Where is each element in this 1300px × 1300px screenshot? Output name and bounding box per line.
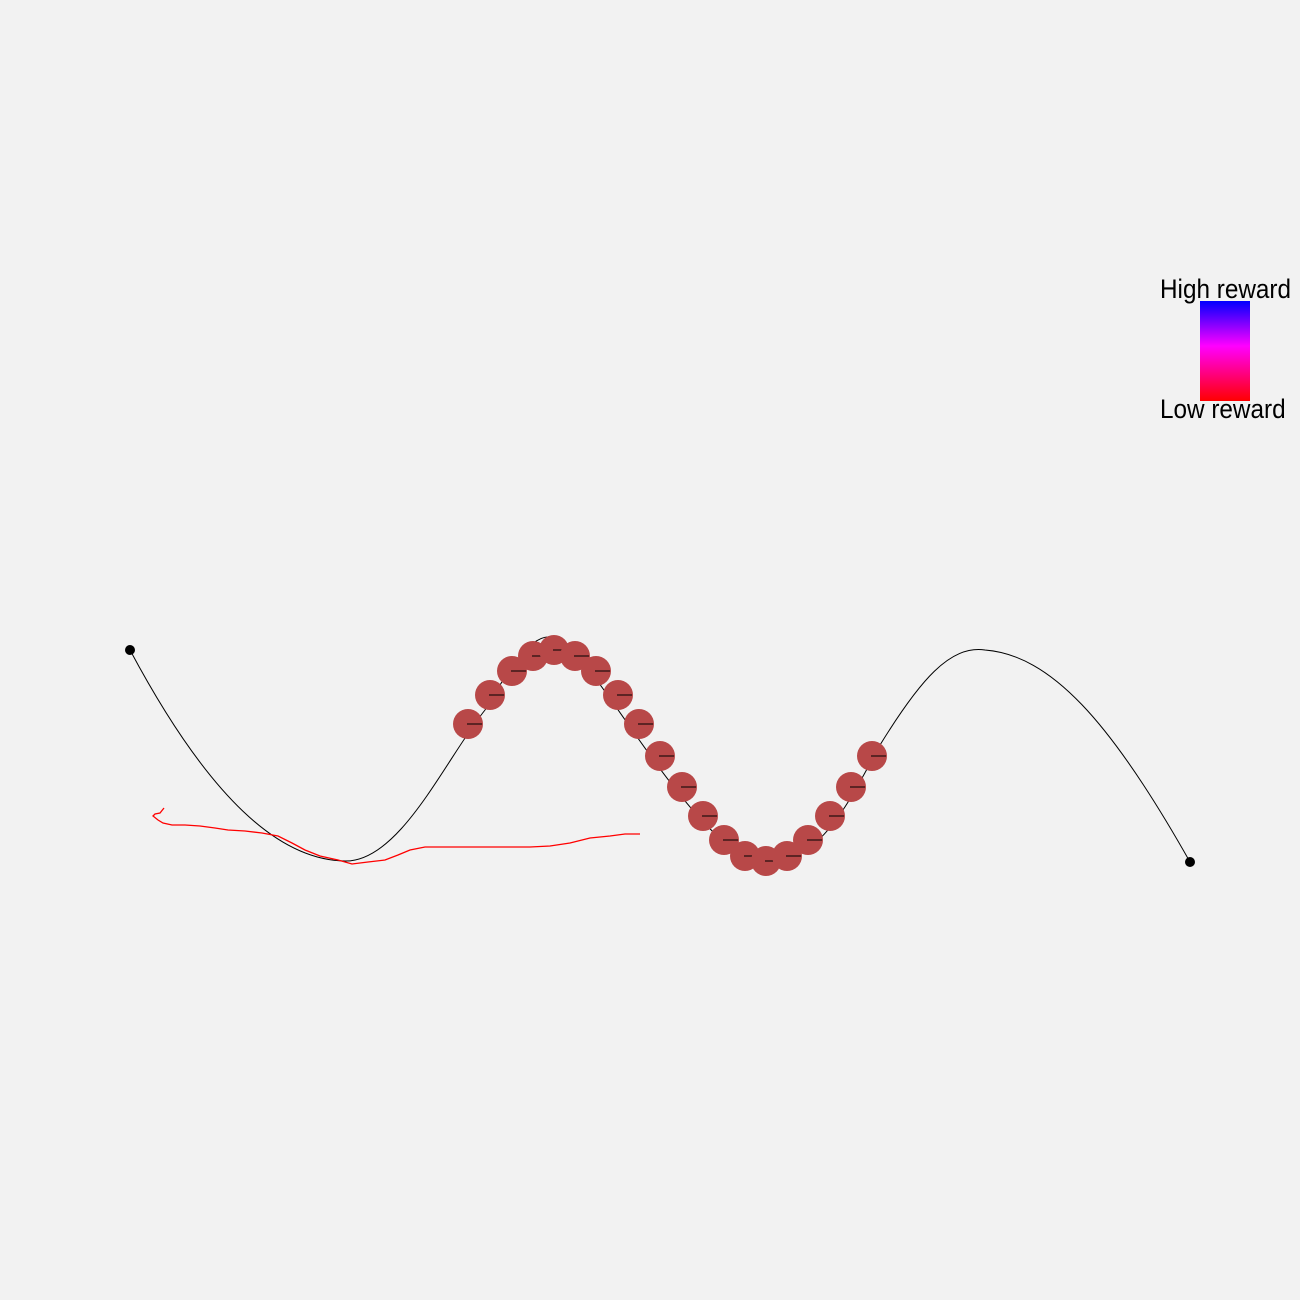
legend-high-label: High reward <box>1160 274 1292 304</box>
start-endpoint-marker <box>125 645 135 655</box>
legend-gradient-bar <box>1200 301 1250 401</box>
track-curve <box>129 636 1191 863</box>
legend-low-label: Low reward <box>1160 394 1286 424</box>
end-endpoint-marker <box>1185 857 1195 867</box>
reward-trace <box>152 807 640 865</box>
reward-legend: High reward Low reward <box>1160 274 1300 424</box>
bead-chain <box>453 635 887 876</box>
